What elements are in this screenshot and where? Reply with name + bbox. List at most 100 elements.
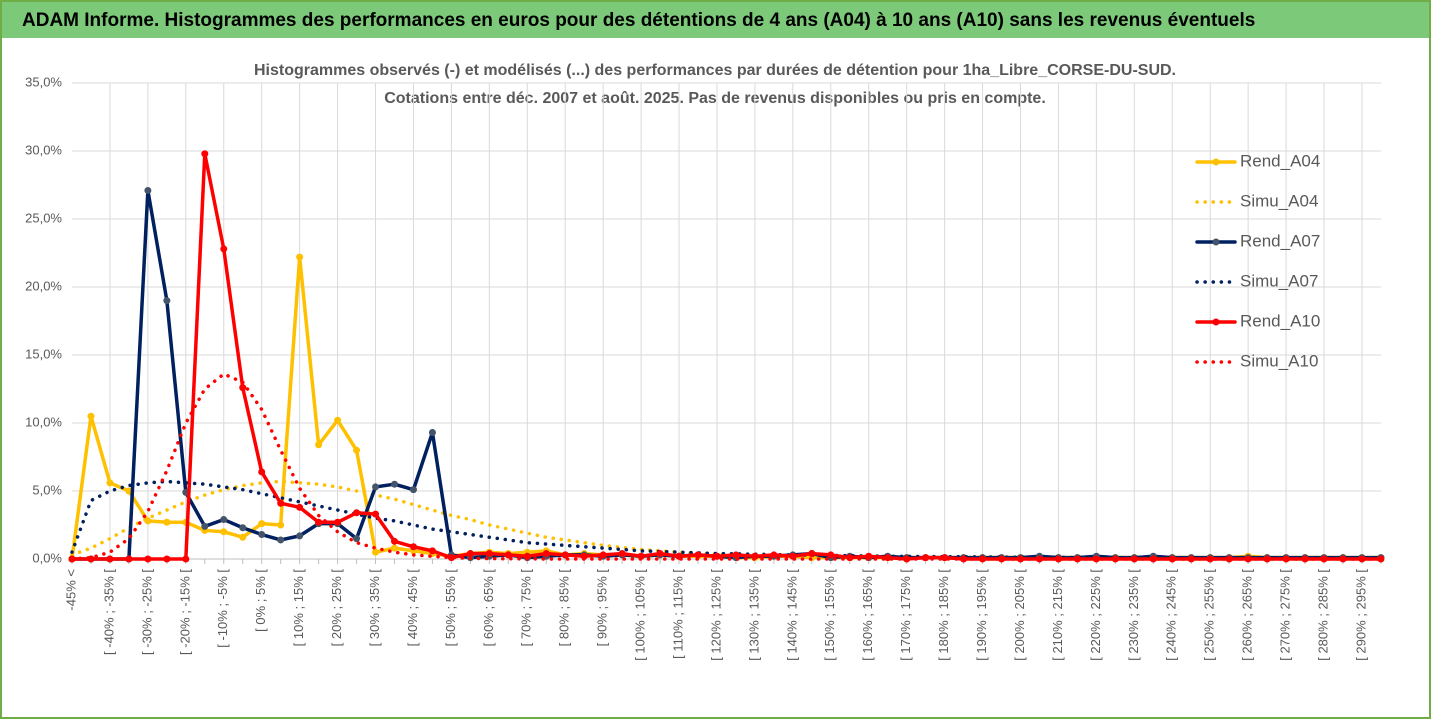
- data-point: [277, 536, 285, 544]
- data-point: [884, 554, 892, 562]
- x-tick-label: [ 150% ; 155% [: [822, 569, 837, 661]
- legend-label: Rend_A04: [1240, 151, 1320, 170]
- data-point: [485, 550, 493, 558]
- data-point: [1206, 555, 1214, 563]
- y-tick-label: 0,0%: [32, 550, 62, 565]
- data-point: [808, 550, 816, 558]
- data-point: [201, 522, 209, 530]
- legend-label: Simu_A07: [1240, 271, 1318, 290]
- data-point: [1092, 555, 1100, 563]
- legend-label: Simu_A10: [1240, 351, 1318, 370]
- data-point: [1339, 555, 1347, 563]
- data-point: [1225, 555, 1233, 563]
- x-tick-label: [ 200% ; 205% [: [1012, 569, 1027, 661]
- x-tick-label: [ 60% ; 65% [: [481, 569, 496, 647]
- data-point: [353, 509, 361, 517]
- data-point: [1035, 555, 1043, 563]
- x-tick-label: [ 280% ; 285% [: [1315, 569, 1330, 661]
- data-point: [941, 554, 949, 562]
- data-point: [504, 551, 512, 559]
- x-tick-label: [ -20% ; -15% [: [177, 569, 192, 655]
- x-tick-label: -45% <: [63, 569, 78, 611]
- data-point: [428, 429, 436, 437]
- data-point: [428, 547, 436, 555]
- data-point: [618, 550, 626, 558]
- chart-subtitle: Cotations entre déc. 2007 et août. 2025.…: [384, 90, 1046, 107]
- data-point: [163, 297, 171, 305]
- data-point: [542, 550, 550, 558]
- data-point: [239, 533, 247, 541]
- x-tick-label: [ 260% ; 265% [: [1240, 569, 1255, 661]
- x-tick-label: [ 240% ; 245% [: [1164, 569, 1179, 661]
- data-point: [258, 468, 266, 476]
- legend-marker: [1212, 238, 1220, 246]
- x-tick-label: [ -30% ; -25% [: [139, 569, 154, 655]
- data-point: [1377, 555, 1385, 563]
- x-tick-label: [ 110% ; 115% [: [670, 569, 685, 659]
- data-point: [599, 551, 607, 559]
- data-point: [1149, 555, 1157, 563]
- data-point: [1168, 555, 1176, 563]
- data-point: [694, 551, 702, 559]
- x-tick-label: [ 220% ; 225% [: [1088, 569, 1103, 661]
- data-point: [1320, 555, 1328, 563]
- x-tick-label: [ 80% ; 85% [: [557, 569, 572, 647]
- data-point: [390, 544, 398, 552]
- data-point: [163, 518, 171, 526]
- data-point: [827, 551, 835, 559]
- x-tick-label: [ 180% ; 185% [: [936, 569, 951, 661]
- data-point: [182, 555, 190, 563]
- x-tick-label: [ 170% ; 175% [: [898, 569, 913, 661]
- data-point: [296, 532, 304, 540]
- y-tick-label: 25,0%: [25, 210, 62, 225]
- data-point: [220, 245, 228, 253]
- data-point: [239, 524, 247, 532]
- data-point: [353, 446, 361, 454]
- data-point: [125, 555, 133, 563]
- chart-title: Histogrammes observés (-) et modélisés (…: [254, 62, 1176, 79]
- data-point: [334, 416, 342, 424]
- data-point: [106, 479, 114, 487]
- x-tick-label: [ 50% ; 55% [: [443, 569, 458, 647]
- data-point: [220, 528, 228, 536]
- data-point: [258, 531, 266, 539]
- data-point: [296, 253, 304, 261]
- x-tick-label: [ -10% ; -5% [: [215, 569, 230, 648]
- x-tick-label: [ 160% ; 165% [: [860, 569, 875, 661]
- data-point: [409, 543, 417, 551]
- legend-label: Rend_A07: [1240, 231, 1320, 250]
- legend-label: Simu_A04: [1240, 191, 1318, 210]
- data-point: [353, 535, 361, 543]
- data-point: [106, 555, 114, 563]
- legend-label: Rend_A10: [1240, 311, 1320, 330]
- x-tick-label: [ 120% ; 125% [: [708, 569, 723, 661]
- data-point: [258, 520, 266, 528]
- data-point: [656, 550, 664, 558]
- x-tick-label: [ 140% ; 145% [: [784, 569, 799, 661]
- y-tick-label: 20,0%: [25, 278, 62, 293]
- data-point: [163, 555, 171, 563]
- data-point: [315, 441, 323, 449]
- y-tick-label: 5,0%: [32, 482, 62, 497]
- x-tick-label: [ 100% ; 105% [: [633, 569, 648, 661]
- x-tick-label: [ 130% ; 135% [: [746, 569, 761, 661]
- data-point: [409, 486, 417, 494]
- data-point: [201, 150, 209, 158]
- y-tick-label: 35,0%: [25, 74, 62, 89]
- data-point: [296, 503, 304, 511]
- data-point: [1263, 555, 1271, 563]
- data-point: [372, 483, 380, 491]
- data-point: [1054, 555, 1062, 563]
- data-point: [372, 548, 380, 556]
- data-point: [998, 555, 1006, 563]
- header-bar: [2, 2, 1429, 38]
- data-point: [390, 537, 398, 545]
- data-point: [87, 412, 95, 420]
- x-tick-label: [ 0% ; 5% [: [253, 569, 268, 632]
- header-title: ADAM Informe. Histogrammes des performan…: [22, 10, 1255, 31]
- x-tick-label: [ -40% ; -35% [: [101, 569, 116, 655]
- x-tick-label: [ 210% ; 215% [: [1050, 569, 1065, 661]
- data-point: [390, 480, 398, 488]
- x-tick-label: [ 20% ; 25% [: [329, 569, 344, 647]
